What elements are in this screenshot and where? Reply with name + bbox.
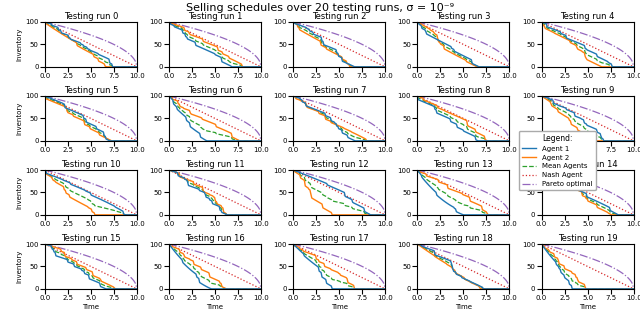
- Y-axis label: Inventory: Inventory: [16, 250, 22, 283]
- Title: Testing run 16: Testing run 16: [185, 234, 245, 243]
- X-axis label: Time: Time: [455, 304, 472, 310]
- Title: Testing run 19: Testing run 19: [558, 234, 618, 243]
- Text: Selling schedules over 20 testing runs, σ = 10⁻⁹: Selling schedules over 20 testing runs, …: [186, 3, 454, 13]
- Title: Testing run 3: Testing run 3: [436, 12, 491, 21]
- X-axis label: Time: Time: [579, 304, 596, 310]
- Title: Testing run 4: Testing run 4: [561, 12, 615, 21]
- Title: Testing run 5: Testing run 5: [63, 86, 118, 95]
- Title: Testing run 12: Testing run 12: [309, 160, 369, 169]
- X-axis label: Time: Time: [207, 304, 223, 310]
- Title: Testing run 6: Testing run 6: [188, 86, 243, 95]
- Title: Testing run 1: Testing run 1: [188, 12, 242, 21]
- X-axis label: Time: Time: [83, 304, 99, 310]
- Title: Testing run 8: Testing run 8: [436, 86, 491, 95]
- Title: Testing run 2: Testing run 2: [312, 12, 366, 21]
- Title: Testing run 15: Testing run 15: [61, 234, 120, 243]
- Title: Testing run 14: Testing run 14: [558, 160, 618, 169]
- Title: Testing run 10: Testing run 10: [61, 160, 120, 169]
- X-axis label: Time: Time: [331, 304, 348, 310]
- Y-axis label: Inventory: Inventory: [16, 102, 22, 135]
- Title: Testing run 17: Testing run 17: [309, 234, 369, 243]
- Legend: Agent 1, Agent 2, Mean Agents, Nash Agent, Pareto optimal: Agent 1, Agent 2, Mean Agents, Nash Agen…: [518, 131, 596, 191]
- Title: Testing run 9: Testing run 9: [561, 86, 615, 95]
- Title: Testing run 0: Testing run 0: [63, 12, 118, 21]
- Y-axis label: Inventory: Inventory: [16, 176, 22, 209]
- Title: Testing run 18: Testing run 18: [433, 234, 493, 243]
- Title: Testing run 11: Testing run 11: [185, 160, 245, 169]
- Title: Testing run 13: Testing run 13: [433, 160, 493, 169]
- Title: Testing run 7: Testing run 7: [312, 86, 367, 95]
- Y-axis label: Inventory: Inventory: [16, 28, 22, 61]
